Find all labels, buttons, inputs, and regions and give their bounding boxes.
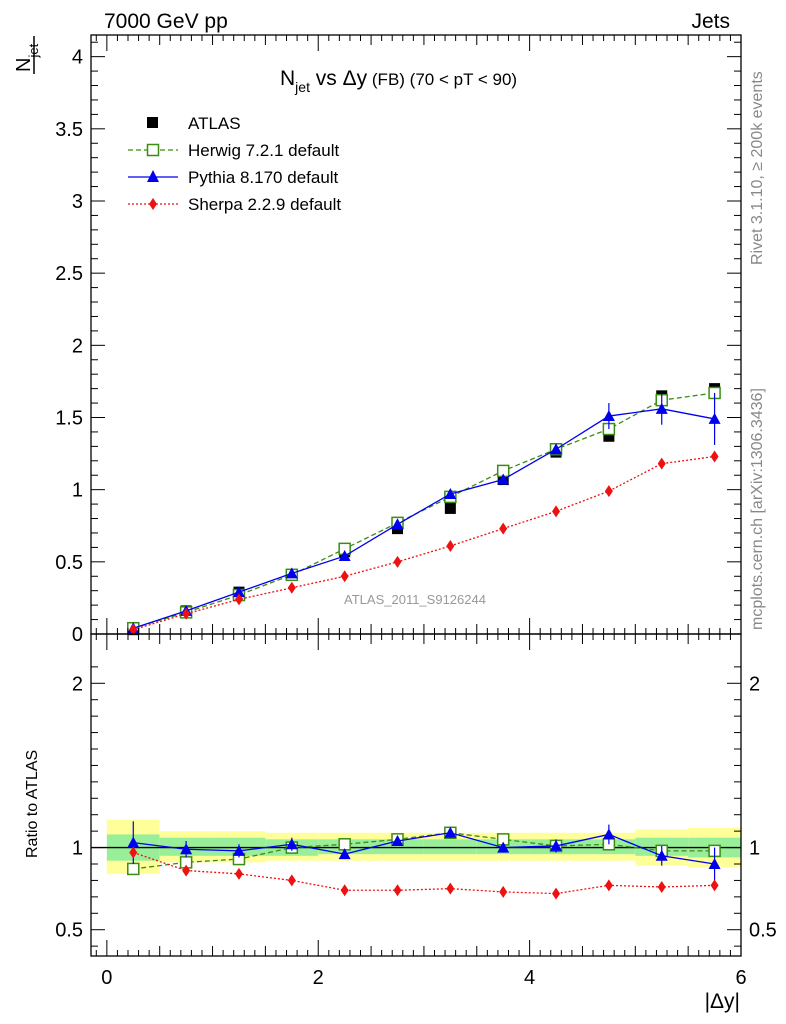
ratio-point-sherpa <box>552 887 561 900</box>
ratio-point-herwig <box>127 862 140 876</box>
main-y-tick-label: 3.5 <box>55 119 83 141</box>
main-line-sherpa <box>133 455 715 631</box>
ratio-point-sherpa <box>710 879 719 892</box>
x-tick-label: 4 <box>524 967 535 989</box>
main-y-axis-label: Njet <box>13 36 41 74</box>
ratio-point-sherpa <box>499 885 508 898</box>
ratio-point-sherpa <box>393 884 402 897</box>
ratio-point-herwig <box>338 838 351 851</box>
ratio-y-axis-label: Ratio to ATLAS <box>24 750 41 858</box>
main-point-sherpa <box>552 505 561 518</box>
ratio-y-tick-label: 1 <box>72 838 83 860</box>
ratio-point-pythia <box>444 826 457 838</box>
ratio-point-pythia <box>285 838 298 850</box>
main-point-sherpa <box>129 623 138 636</box>
legend-herwig-marker <box>146 143 160 157</box>
ratio-point-pythia <box>550 839 563 851</box>
legend-atlas-label: ATLAS <box>188 114 241 133</box>
ratio-point-sherpa <box>129 846 138 859</box>
main-y-tick-label: 1 <box>72 480 83 502</box>
main-point-pythia <box>232 586 245 598</box>
main-point-sherpa <box>710 450 719 463</box>
ratio-point-sherpa <box>182 864 191 877</box>
ratio-point-pythia <box>497 841 510 853</box>
main-point-sherpa <box>287 581 296 594</box>
main-y-tick-label: 2 <box>72 335 83 357</box>
main-point-sherpa <box>182 607 191 620</box>
ratio-y-tick-label-right: 2 <box>749 673 760 695</box>
ratio-point-sherpa <box>446 882 455 895</box>
ratio-point-sherpa <box>657 881 666 893</box>
plot-title: Njet vs Δy (FB) (70 < pT < 90) <box>280 67 517 95</box>
x-tick-label: 2 <box>313 967 324 989</box>
legend-pythia-label: Pythia 8.170 default <box>188 168 339 187</box>
ratio-y-tick-label-right: 0.5 <box>749 920 777 942</box>
svg-text:Njet: Njet <box>13 43 41 72</box>
main-point-pythia <box>391 518 404 530</box>
legend-pythia-marker <box>147 170 159 182</box>
ratio-point-pythia <box>655 849 668 861</box>
ratio-point-sherpa <box>604 879 613 892</box>
ratio-point-pythia <box>391 835 404 846</box>
ratio-line-herwig <box>133 832 715 870</box>
main-point-sherpa <box>657 457 666 470</box>
ratio-y-tick-label: 2 <box>72 673 83 695</box>
ratio-band-inner <box>423 839 477 855</box>
legend: ATLAS Herwig 7.2.1 default Pythia 8.170 … <box>128 114 341 214</box>
ratio-point-pythia <box>602 828 615 840</box>
ratio-point-sherpa <box>287 874 296 887</box>
main-y-tick-label: 4 <box>72 47 83 69</box>
main-point-pythia <box>444 487 457 499</box>
ratio-point-pythia <box>338 848 351 860</box>
main-point-sherpa <box>340 570 349 583</box>
mcplots-label: mcplots.cern.ch [arXiv:1306.3436] <box>749 388 766 630</box>
process-label: Jets <box>691 10 730 33</box>
main-y-tick-label: 3 <box>72 191 83 213</box>
analysis-watermark: ATLAS_2011_S9126244 <box>344 592 486 607</box>
ratio-point-sherpa <box>340 884 349 897</box>
main-y-tick-label: 1.5 <box>55 407 83 429</box>
main-point-pythia <box>550 443 563 455</box>
main-point-atlas <box>603 430 615 442</box>
ratio-band-inner <box>371 839 424 855</box>
ratio-point-sherpa <box>234 867 243 880</box>
ratio-point-pythia <box>232 844 245 856</box>
x-tick-label: 6 <box>735 967 746 989</box>
main-y-tick-label: 0.5 <box>55 552 83 574</box>
main-point-pythia <box>338 550 351 562</box>
main-point-sherpa <box>604 485 613 498</box>
ratio-point-pythia <box>708 858 721 869</box>
main-point-pythia <box>497 473 510 485</box>
main-point-sherpa <box>499 522 508 535</box>
main-point-atlas <box>444 502 456 514</box>
main-point-sherpa <box>234 593 243 606</box>
legend-sherpa-label: Sherpa 2.2.9 default <box>188 195 341 214</box>
ratio-y-tick-label-right: 1 <box>749 838 760 860</box>
main-point-sherpa <box>446 539 455 552</box>
main-line-pythia <box>133 408 715 629</box>
energy-label: 7000 GeV pp <box>104 10 228 33</box>
main-y-tick-label: 0 <box>72 624 83 646</box>
main-point-sherpa <box>393 555 402 568</box>
legend-sherpa-marker <box>149 198 157 210</box>
x-axis-label: |Δy| <box>705 990 740 1013</box>
ratio-point-pythia <box>180 843 193 855</box>
ratio-y-tick-label: 0.5 <box>55 920 83 942</box>
legend-herwig-label: Herwig 7.2.1 default <box>188 141 339 160</box>
ratio-point-pythia <box>127 836 140 848</box>
legend-atlas-marker <box>147 117 158 128</box>
rivet-label: Rivet 3.1.10, ≥ 200k events <box>749 71 766 265</box>
main-point-pythia <box>285 567 298 579</box>
ratio-line-pythia <box>133 832 715 865</box>
main-y-tick-label: 2.5 <box>55 263 83 285</box>
ratio-line-sherpa <box>133 851 715 895</box>
ratio-plot-frame <box>90 633 742 957</box>
x-tick-label: 0 <box>101 967 112 989</box>
